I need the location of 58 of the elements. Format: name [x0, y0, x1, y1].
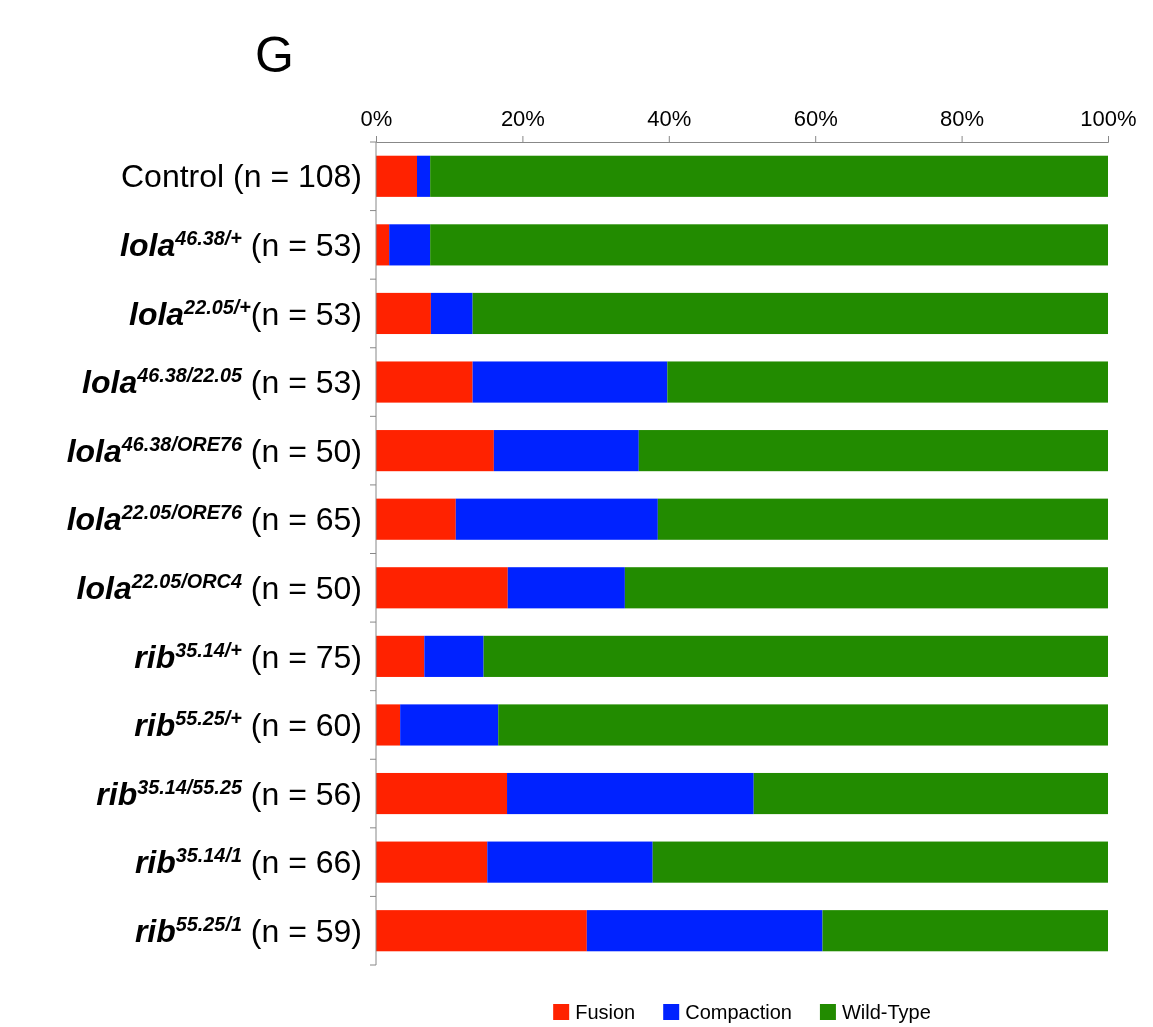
bar: [416, 155, 431, 197]
bar: [498, 704, 1108, 746]
bar: [586, 910, 823, 952]
y-tick-label: lola$^{46.38/ORE76}$ (n = 50): [66, 432, 362, 469]
y-tick-label: lola$^{22.05/ORC4}$ (n = 50): [76, 569, 362, 606]
x-tick-label: 60%: [793, 106, 838, 132]
x-tick-label: 0%: [360, 106, 393, 132]
bar: [624, 567, 1108, 609]
bar: [638, 430, 1108, 472]
bar: [424, 635, 484, 677]
bar: [487, 841, 653, 883]
bar: [507, 567, 625, 609]
y-tick-label: rib$^{35.14/55.25}$ (n = 56): [96, 775, 362, 812]
bar: [667, 361, 1108, 403]
x-tick-label: 40%: [647, 106, 692, 132]
bar: [753, 772, 1108, 815]
bar: [822, 910, 1108, 952]
bar: [376, 841, 488, 883]
bar: [652, 841, 1108, 883]
y-tick-label: rib$^{35.14/+}$ (n = 75): [134, 638, 362, 675]
bar: [483, 635, 1108, 677]
y-tick-label: rib$^{55.25/+}$ (n = 60): [134, 707, 362, 744]
y-tick-label: lola$^{46.38/22.05}$ (n = 53): [82, 364, 362, 401]
bar: [376, 361, 473, 403]
y-tick-label: lola$^{46.38/+}$ (n = 53): [120, 227, 362, 264]
bar: [376, 772, 508, 815]
y-tick-label: rib$^{55.25/1}$ (n = 59): [134, 912, 362, 949]
bar: [657, 498, 1108, 540]
y-tick-label: lola$^{22.05/+}$(n = 53): [128, 295, 362, 332]
bar: [376, 567, 508, 609]
bar: [376, 498, 456, 540]
x-tick-label: 20%: [500, 106, 545, 132]
chart-title: G: [255, 27, 294, 83]
bar: [376, 292, 431, 335]
bar: [376, 635, 425, 677]
x-tick-label: 100%: [1080, 106, 1137, 132]
bar: [376, 910, 587, 952]
y-tick-label: Control (n = 108): [120, 158, 362, 195]
bar: [430, 292, 473, 335]
bar: [430, 224, 1108, 266]
x-tick-label: 80%: [940, 106, 985, 132]
bar: [376, 155, 417, 197]
bar: [376, 224, 390, 266]
bar: [472, 292, 1108, 335]
bar: [389, 224, 431, 266]
legend-label: Wild-Type: [841, 1001, 931, 1023]
bar: [455, 498, 658, 540]
bar: [376, 430, 494, 472]
bar: [376, 704, 401, 746]
bar: [430, 155, 1108, 197]
bar: [400, 704, 499, 746]
bar: [472, 361, 668, 403]
legend-label: Fusion: [575, 1001, 636, 1023]
y-tick-label: lola$^{22.05/ORE76}$ (n = 65): [66, 501, 362, 538]
bar: [493, 430, 639, 472]
bar: [507, 772, 754, 815]
y-tick-label: rib$^{35.14/1}$ (n = 66): [134, 844, 362, 881]
legend-label: Compaction: [685, 1001, 792, 1023]
